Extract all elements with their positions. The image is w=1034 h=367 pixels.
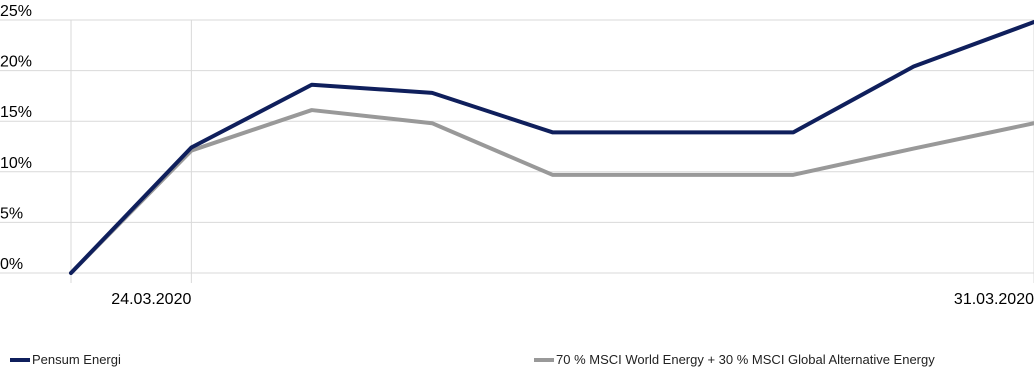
x-tick-label: 24.03.2020 xyxy=(111,291,191,308)
x-tick-label: 31.03.2020 xyxy=(954,291,1034,308)
legend-swatch-benchmark xyxy=(534,357,554,362)
legend-item-benchmark: 70 % MSCI World Energy + 30 % MSCI Globa… xyxy=(534,352,935,367)
grid xyxy=(0,19,1034,283)
series-lines xyxy=(69,20,1034,275)
y-tick-label: 5% xyxy=(0,205,23,222)
line-chart: 0% 5% 10% 15% 20% 25% 24.03.2020 31.03.2020 xyxy=(0,3,1034,308)
series-line-benchmark xyxy=(69,108,1034,275)
y-axis-ticks: 0% 5% 10% 15% 20% 25% xyxy=(0,3,32,273)
legend-label-pensum: Pensum Energi xyxy=(32,352,121,367)
y-tick-label: 20% xyxy=(0,54,32,71)
y-tick-label: 10% xyxy=(0,155,32,172)
legend-swatch-pensum xyxy=(10,357,30,362)
legend-label-benchmark: 70 % MSCI World Energy + 30 % MSCI Globa… xyxy=(556,352,935,367)
y-tick-label: 15% xyxy=(0,104,32,121)
x-axis-ticks: 24.03.2020 31.03.2020 xyxy=(111,291,1034,308)
y-tick-label: 25% xyxy=(0,3,32,20)
y-tick-label: 0% xyxy=(0,256,23,273)
series-line-pensum xyxy=(69,20,1034,275)
legend-item-pensum: Pensum Energi xyxy=(10,352,121,367)
